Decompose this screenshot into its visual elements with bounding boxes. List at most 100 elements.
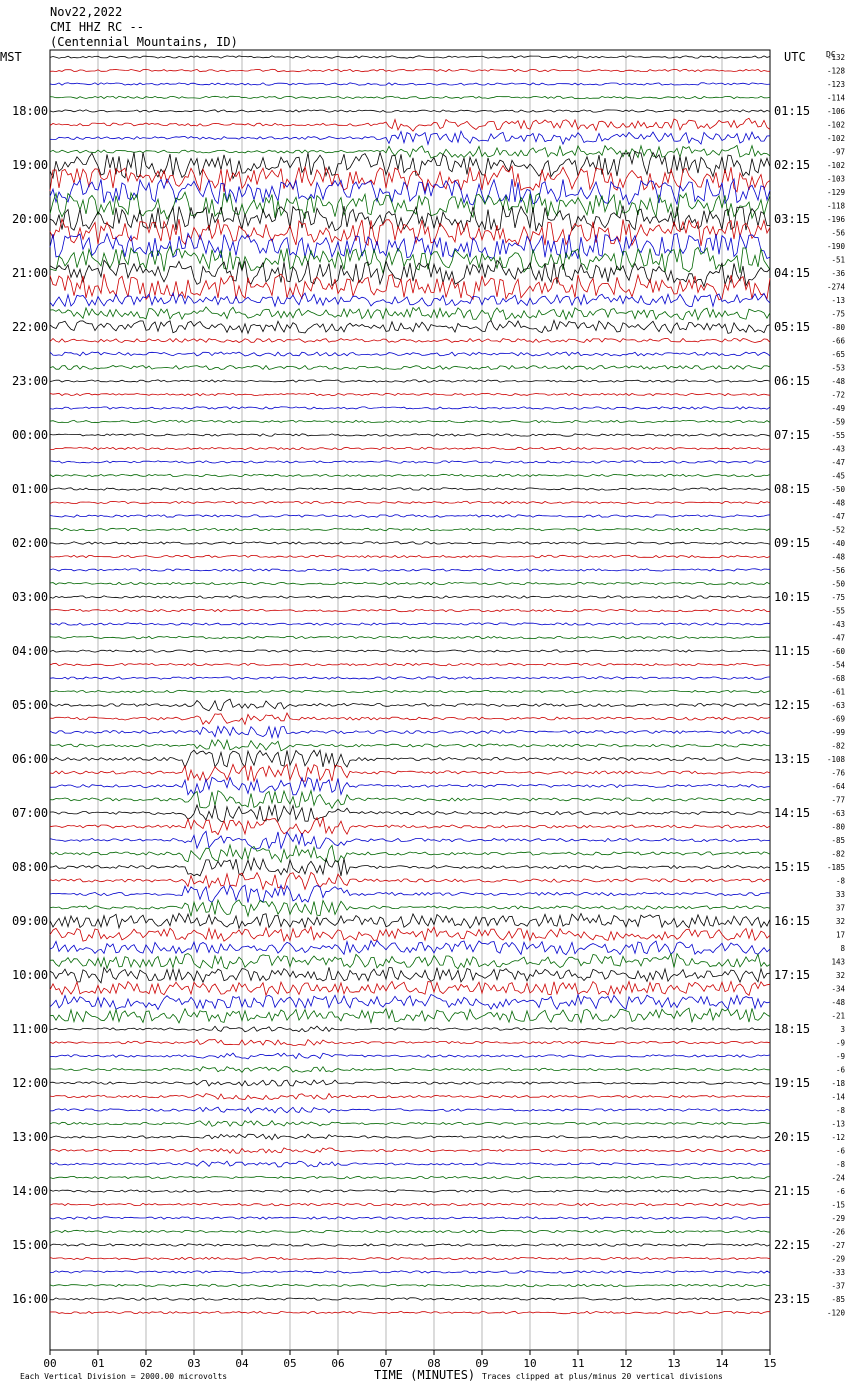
seismic-trace xyxy=(49,816,771,836)
seismic-trace xyxy=(49,191,771,220)
seismic-trace xyxy=(49,541,771,545)
dc-offset-label: -54 xyxy=(831,661,845,670)
seismic-trace xyxy=(49,1079,771,1087)
seismic-trace xyxy=(49,273,771,301)
dc-offset-label: -97 xyxy=(831,148,845,157)
dc-offset-labels: -132-128-123-114-106-102-102-97-102-103-… xyxy=(827,53,846,1318)
mst-time-label: 07:00 xyxy=(12,806,48,820)
seismic-trace xyxy=(49,1243,771,1247)
location-label: (Centennial Mountains, ID) xyxy=(50,35,238,49)
dc-offset-label: -15 xyxy=(831,1201,845,1210)
dc-offset-label: -50 xyxy=(831,580,845,589)
seismic-trace xyxy=(49,698,771,712)
dc-offset-label: -6 xyxy=(836,1066,846,1075)
seismic-trace xyxy=(49,712,771,726)
mst-time-label: 03:00 xyxy=(12,590,48,604)
dc-offset-label: 32 xyxy=(836,917,845,926)
mst-time-label: 00:00 xyxy=(12,428,48,442)
mst-time-label: 08:00 xyxy=(12,860,48,874)
mst-time-label: 16:00 xyxy=(12,1292,48,1306)
dc-offset-label: -12 xyxy=(831,1133,845,1142)
dc-offset-label: -274 xyxy=(827,283,846,292)
mst-time-label: 15:00 xyxy=(12,1238,48,1252)
seismic-trace xyxy=(49,1025,771,1033)
mst-time-label: 21:00 xyxy=(12,266,48,280)
dc-offset-label: -60 xyxy=(831,647,845,656)
dc-offset-label: -29 xyxy=(831,1214,845,1223)
dc-offset-label: -63 xyxy=(831,701,845,710)
mst-time-label: 06:00 xyxy=(12,752,48,766)
x-axis-ticks: 00 01 02 03 04 05 06 07 08 09 10 11 12 13 14 15 xyxy=(43,1350,777,1370)
seismic-trace xyxy=(49,1202,771,1207)
dc-offset-label: -6 xyxy=(836,1147,846,1156)
seismic-trace xyxy=(49,595,771,599)
dc-offset-label: -66 xyxy=(831,337,845,346)
seismic-trace xyxy=(49,406,771,410)
seismic-trace xyxy=(49,205,771,233)
seismic-trace xyxy=(49,993,771,1011)
seismic-trace xyxy=(49,843,771,864)
utc-time-label: 16:15 xyxy=(774,914,810,928)
seismic-trace xyxy=(49,144,771,159)
dc-offset-label: -26 xyxy=(831,1228,845,1237)
seismic-trace xyxy=(49,1007,771,1025)
dc-offset-label: -63 xyxy=(831,809,845,818)
dc-offset-label: -102 xyxy=(827,161,845,170)
mst-time-labels: 18:00 19:00 20:00 21:00 22:00 23:00 00:00 01:00… xyxy=(12,104,48,1306)
x-axis-label: TIME (MINUTES) xyxy=(374,1368,475,1382)
dc-offset-label: -185 xyxy=(827,863,845,872)
dc-offset-label: -99 xyxy=(831,728,845,737)
seismic-trace xyxy=(49,1133,771,1141)
seismic-trace xyxy=(49,514,771,518)
utc-time-label: 17:15 xyxy=(774,968,810,982)
dc-offset-label: -48 xyxy=(831,998,845,1007)
dc-offset-label: -103 xyxy=(827,175,845,184)
seismic-trace xyxy=(49,177,771,206)
seismic-trace xyxy=(49,527,771,532)
seismic-trace xyxy=(49,1310,770,1315)
utc-time-label: 12:15 xyxy=(774,698,810,712)
seismic-trace xyxy=(49,150,771,180)
x-tick-label: 14 xyxy=(715,1357,729,1370)
dc-offset-label: -72 xyxy=(831,391,845,400)
dc-offset-label: -128 xyxy=(827,67,846,76)
dc-offset-label: -77 xyxy=(831,796,845,805)
seismic-trace xyxy=(49,554,771,559)
mst-time-label: 11:00 xyxy=(12,1022,48,1036)
seismic-trace xyxy=(49,460,771,464)
seismic-trace xyxy=(49,82,771,86)
utc-time-label: 04:15 xyxy=(774,266,810,280)
dc-offset-label: 8 xyxy=(840,944,845,953)
seismic-trace xyxy=(49,980,771,997)
dc-offset-label: -43 xyxy=(831,445,845,454)
dc-offset-label: -45 xyxy=(831,472,845,481)
x-tick-label: 01 xyxy=(91,1357,104,1370)
dc-offset-label: -76 xyxy=(831,769,845,778)
dc-offset-label: -102 xyxy=(827,134,845,143)
seismic-trace xyxy=(49,1229,771,1234)
seismic-trace xyxy=(49,966,771,984)
mst-time-label: 23:00 xyxy=(12,374,48,388)
seismic-trace xyxy=(49,318,771,335)
seismic-trace xyxy=(49,738,771,752)
dc-offset-label: -55 xyxy=(831,431,845,440)
utc-time-label: 15:15 xyxy=(774,860,810,874)
seismic-trace xyxy=(49,379,771,383)
dc-offset-label: 3 xyxy=(840,1025,845,1034)
seismic-trace xyxy=(49,581,771,586)
utc-time-label: 09:15 xyxy=(774,536,810,550)
utc-time-label: 20:15 xyxy=(774,1130,810,1144)
seismic-trace xyxy=(50,446,771,451)
seismic-trace xyxy=(49,164,771,193)
seismic-trace xyxy=(49,487,771,491)
dc-offset-label: -8 xyxy=(836,877,846,886)
dc-offset-label: -14 xyxy=(831,1093,845,1102)
dc-offset-label: -64 xyxy=(831,782,845,791)
seismic-trace xyxy=(49,364,771,370)
header: Nov22,2022 CMI HHZ RC -- (Centennial Mou… xyxy=(50,5,238,49)
dc-offset-label: 33 xyxy=(836,890,845,899)
dc-offset-label: -55 xyxy=(831,607,845,616)
utc-time-label: 06:15 xyxy=(774,374,810,388)
mst-time-label: 01:00 xyxy=(12,482,48,496)
seismic-trace xyxy=(49,433,771,437)
